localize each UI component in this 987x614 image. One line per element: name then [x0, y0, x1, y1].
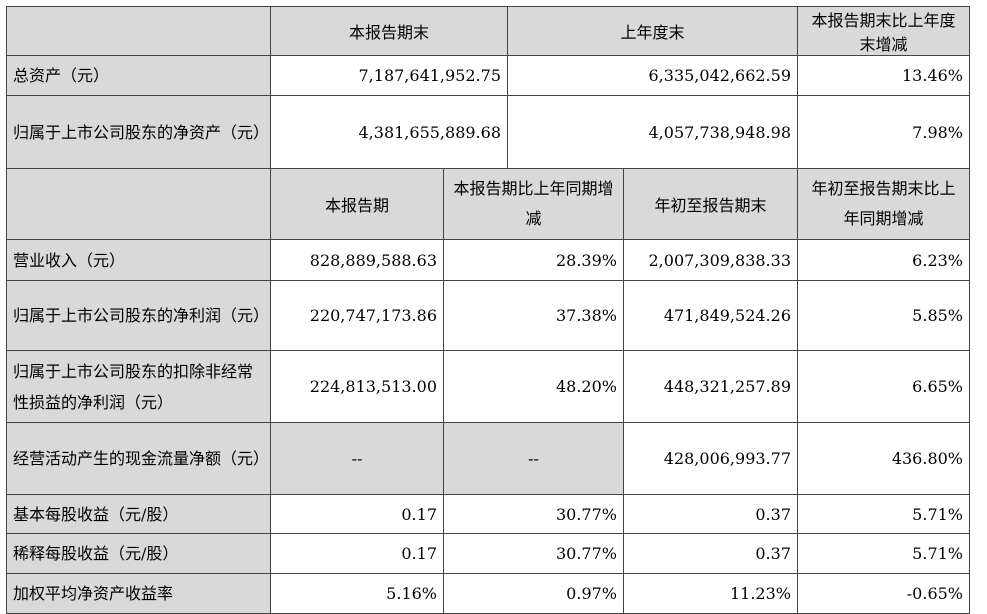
value-period: 0.17 [270, 494, 444, 534]
header-ytd: 年初至报告期末 [623, 168, 798, 240]
table-row: 经营活动产生的现金流量净额（元） -- -- 428,006,993.77 43… [6, 422, 970, 495]
value-prior: 6,335,042,662.59 [507, 55, 798, 96]
value-period: 5.16% [270, 573, 444, 614]
value-ytd: 471,849,524.26 [623, 280, 798, 351]
value-ytd-change: 5.71% [797, 533, 970, 574]
table-row: 归属于上市公司股东的净资产（元） 4,381,655,889.68 4,057,… [6, 95, 970, 169]
value-current: 4,381,655,889.68 [270, 95, 508, 169]
header-current-period: 本报告期 [270, 168, 444, 240]
table-row: 归属于上市公司股东的扣除非经常性损益的净利润（元） 224,813,513.00… [6, 350, 970, 423]
header-current-period-end: 本报告期末 [270, 6, 508, 56]
row-label: 稀释每股收益（元/股） [6, 533, 271, 574]
financial-summary-table: 本报告期末 上年度末 本报告期末比上年度末增减 总资产（元） 7,187,641… [6, 6, 970, 614]
header-ytd-yoy-change: 年初至报告期末比上年同期增减 [797, 168, 970, 240]
value-period-change: -- [443, 422, 624, 495]
value-ytd-change: 6.23% [797, 239, 970, 281]
section1-header-row: 本报告期末 上年度末 本报告期末比上年度末增减 [6, 6, 970, 56]
row-label: 营业收入（元） [6, 239, 271, 281]
section2-header-row: 本报告期 本报告期比上年同期增减 年初至报告期末 年初至报告期末比上年同期增减 [6, 168, 970, 240]
row-label: 归属于上市公司股东的扣除非经常性损益的净利润（元） [6, 350, 271, 423]
value-ytd-change: 5.85% [797, 280, 970, 351]
header-change-vs-prior-year-end: 本报告期末比上年度末增减 [797, 6, 970, 56]
value-period-change: 30.77% [443, 533, 624, 574]
financial-table-container: 本报告期末 上年度末 本报告期末比上年度末增减 总资产（元） 7,187,641… [6, 6, 970, 614]
value-change: 7.98% [797, 95, 970, 169]
value-ytd-change: 6.65% [797, 350, 970, 423]
value-period-change: 30.77% [443, 494, 624, 534]
value-period-change: 28.39% [443, 239, 624, 281]
table-row: 加权平均净资产收益率 5.16% 0.97% 11.23% -0.65% [6, 573, 970, 614]
section2-corner-cell [6, 168, 271, 240]
value-period: 828,889,588.63 [270, 239, 444, 281]
value-period-change: 0.97% [443, 573, 624, 614]
value-period-change: 37.38% [443, 280, 624, 351]
table-row: 归属于上市公司股东的净利润（元） 220,747,173.86 37.38% 4… [6, 280, 970, 351]
header-prior-year-end: 上年度末 [507, 6, 798, 56]
value-ytd: 2,007,309,838.33 [623, 239, 798, 281]
value-period-change: 48.20% [443, 350, 624, 423]
value-period: -- [270, 422, 444, 495]
header-current-period-yoy-change: 本报告期比上年同期增减 [443, 168, 624, 240]
value-ytd-change: 436.80% [797, 422, 970, 495]
row-label: 经营活动产生的现金流量净额（元） [6, 422, 271, 495]
row-label: 归属于上市公司股东的净资产（元） [6, 95, 271, 169]
table-row: 营业收入（元） 828,889,588.63 28.39% 2,007,309,… [6, 239, 970, 281]
value-ytd: 448,321,257.89 [623, 350, 798, 423]
value-period: 0.17 [270, 533, 444, 574]
value-prior: 4,057,738,948.98 [507, 95, 798, 169]
table-row: 基本每股收益（元/股） 0.17 30.77% 0.37 5.71% [6, 494, 970, 534]
row-label: 归属于上市公司股东的净利润（元） [6, 280, 271, 351]
value-ytd: 0.37 [623, 494, 798, 534]
value-ytd: 428,006,993.77 [623, 422, 798, 495]
row-label: 基本每股收益（元/股） [6, 494, 271, 534]
value-change: 13.46% [797, 55, 970, 96]
table-row: 稀释每股收益（元/股） 0.17 30.77% 0.37 5.71% [6, 533, 970, 574]
value-ytd: 11.23% [623, 573, 798, 614]
value-current: 7,187,641,952.75 [270, 55, 508, 96]
table-row: 总资产（元） 7,187,641,952.75 6,335,042,662.59… [6, 55, 970, 96]
value-period: 224,813,513.00 [270, 350, 444, 423]
value-ytd-change: 5.71% [797, 494, 970, 534]
value-ytd: 0.37 [623, 533, 798, 574]
row-label: 加权平均净资产收益率 [6, 573, 271, 614]
row-label: 总资产（元） [6, 55, 271, 96]
value-period: 220,747,173.86 [270, 280, 444, 351]
value-ytd-change: -0.65% [797, 573, 970, 614]
section1-corner-cell [6, 6, 271, 56]
